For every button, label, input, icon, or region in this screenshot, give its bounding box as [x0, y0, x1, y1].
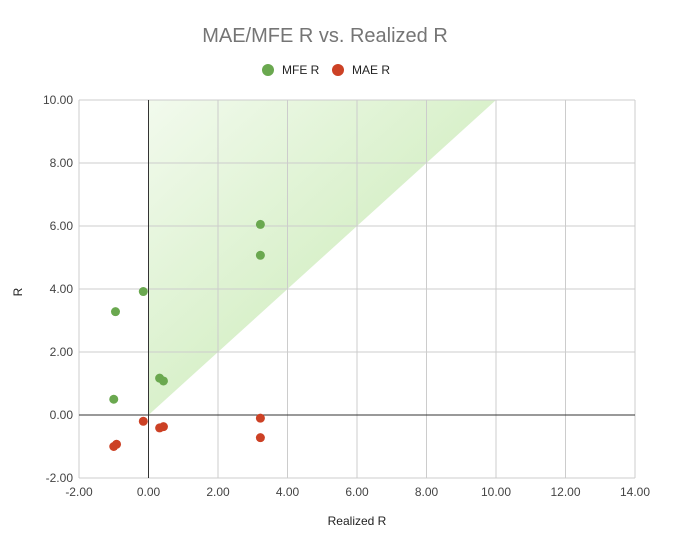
shaded-region-layer: [148, 100, 496, 415]
mfe-point[interactable]: [255, 219, 265, 229]
x-tick-label: 0.00: [137, 485, 161, 499]
axes: [79, 100, 635, 478]
x-tick-label: -2.00: [65, 485, 93, 499]
legend-label-mae: MAE R: [352, 63, 390, 77]
x-tick-label: 2.00: [206, 485, 230, 499]
legend-item-mae[interactable]: MAE R: [332, 63, 390, 77]
y-tick-label: 6.00: [50, 219, 74, 233]
series-mfe-r: [109, 219, 265, 404]
mae-point[interactable]: [158, 422, 168, 432]
y-tick-label: 4.00: [50, 282, 74, 296]
shaded-region: [148, 100, 496, 415]
x-tick-label: 4.00: [276, 485, 300, 499]
mfe-point[interactable]: [158, 376, 168, 386]
legend: MFE R MAE R: [262, 63, 390, 77]
mfe-point[interactable]: [109, 394, 119, 404]
legend-label-mfe: MFE R: [282, 63, 320, 77]
y-tick-label: 2.00: [50, 345, 74, 359]
mfe-point[interactable]: [110, 307, 120, 317]
mae-point[interactable]: [112, 439, 122, 449]
y-axis-label: R: [11, 287, 25, 296]
mae-point[interactable]: [138, 416, 148, 426]
x-tick-label: 14.00: [620, 485, 650, 499]
data-points: [109, 219, 265, 451]
gridlines: [78, 99, 636, 479]
x-tick-labels: -2.00 0.00 2.00 4.00 6.00 8.00 10.00 12.00 14.00: [65, 485, 650, 499]
y-tick-labels: 10.00 8.00 6.00 4.00 2.00 0.00 -2.00: [43, 93, 73, 485]
y-tick-label: 8.00: [50, 156, 74, 170]
x-tick-label: 8.00: [415, 485, 439, 499]
series-mae-r: [109, 413, 265, 451]
legend-marker-mae: [332, 64, 344, 76]
y-tick-label: 10.00: [43, 93, 73, 107]
chart-title: MAE/MFE R vs. Realized R: [202, 25, 448, 47]
mae-point[interactable]: [255, 433, 265, 443]
legend-item-mfe[interactable]: MFE R: [262, 63, 320, 77]
legend-marker-mfe: [262, 64, 274, 76]
mfe-point[interactable]: [138, 287, 148, 297]
y-tick-label: 0.00: [50, 408, 74, 422]
x-tick-label: 6.00: [345, 485, 369, 499]
y-tick-label: -2.00: [46, 471, 74, 485]
x-tick-label: 12.00: [550, 485, 580, 499]
mfe-point[interactable]: [255, 250, 265, 260]
mae-point[interactable]: [255, 413, 265, 423]
x-axis-label: Realized R: [328, 514, 387, 528]
x-tick-label: 10.00: [481, 485, 511, 499]
